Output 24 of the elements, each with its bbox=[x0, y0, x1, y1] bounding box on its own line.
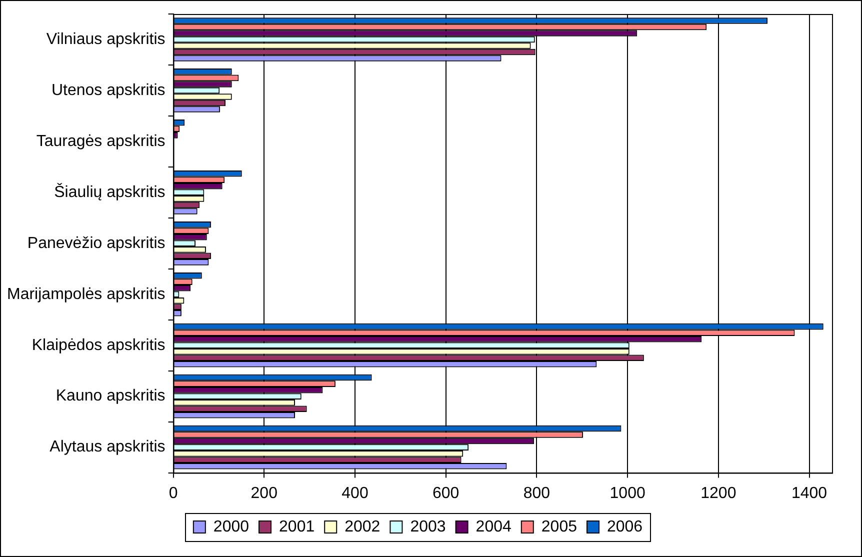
legend-label: 2006 bbox=[606, 518, 643, 536]
legend-label: 2004 bbox=[476, 518, 512, 536]
x-tick-label: 200 bbox=[250, 484, 278, 502]
legend-label: 2000 bbox=[213, 518, 250, 536]
y-tick-label: Panevėžio apskritis bbox=[27, 234, 166, 252]
y-tick-label: Kauno apskritis bbox=[56, 388, 166, 405]
legend-label: 2005 bbox=[541, 518, 578, 536]
y-tick-label: Klaipėdos apskritis bbox=[32, 336, 166, 354]
x-tick-label: 800 bbox=[523, 484, 550, 502]
y-tick-label: Tauragės apskritis bbox=[36, 132, 166, 150]
y-tick-label: Utenos apskritis bbox=[51, 82, 166, 99]
y-tick-label: Vilniaus apskritis bbox=[46, 30, 166, 48]
x-tick-label: 600 bbox=[432, 484, 460, 502]
x-tick-label: 400 bbox=[342, 484, 368, 502]
legend-label: 2001 bbox=[279, 518, 315, 536]
legend-label: 2003 bbox=[410, 518, 446, 536]
x-tick-label: 1200 bbox=[700, 484, 736, 502]
y-tick-label: Alytaus apskritis bbox=[50, 438, 166, 456]
x-tick-label: 0 bbox=[168, 484, 178, 502]
y-tick-label: Šiaulių apskritis bbox=[54, 182, 166, 201]
x-tick-label: 1000 bbox=[610, 484, 646, 502]
y-tick-label: Marijampolės apskritis bbox=[7, 286, 166, 303]
legend-label: 2002 bbox=[344, 518, 380, 536]
x-tick-label: 1400 bbox=[791, 484, 828, 502]
